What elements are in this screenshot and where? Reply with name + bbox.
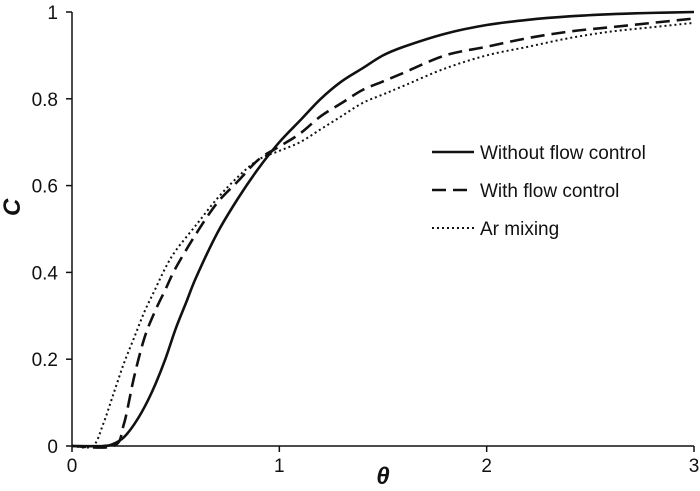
- series-group: [71, 10, 695, 449]
- y-axis-title: C: [0, 198, 26, 216]
- x-tick-label: 2: [481, 456, 492, 477]
- series-line-without-flow-control: [71, 10, 695, 448]
- series-line-with-flow-control: [71, 17, 695, 449]
- axes: [71, 12, 694, 447]
- y-tick-label: 0: [47, 437, 58, 458]
- series-line-ar-mixing: [71, 21, 695, 449]
- y-tick-label: 0.2: [32, 350, 58, 371]
- y-tick-label: 0.8: [32, 90, 58, 111]
- legend-label-with-flow-control: With flow control: [480, 181, 619, 202]
- x-axis-title: θ: [376, 463, 389, 490]
- legend-label-without-flow-control: Without flow control: [480, 143, 646, 164]
- y-tick-label: 1: [47, 3, 58, 24]
- y-ticks: 0 0.2 0.4 0.6 0.8 1: [32, 3, 72, 458]
- x-tick-label: 1: [274, 456, 285, 477]
- y-tick-label: 0.4: [32, 263, 59, 284]
- legend-label-ar-mixing: Ar mixing: [480, 219, 559, 240]
- legend: Without flow control With flow control Ar …: [432, 143, 646, 240]
- x-tick-label: 0: [67, 456, 78, 477]
- x-tick-label: 3: [689, 456, 700, 477]
- y-tick-label: 0.6: [32, 177, 58, 198]
